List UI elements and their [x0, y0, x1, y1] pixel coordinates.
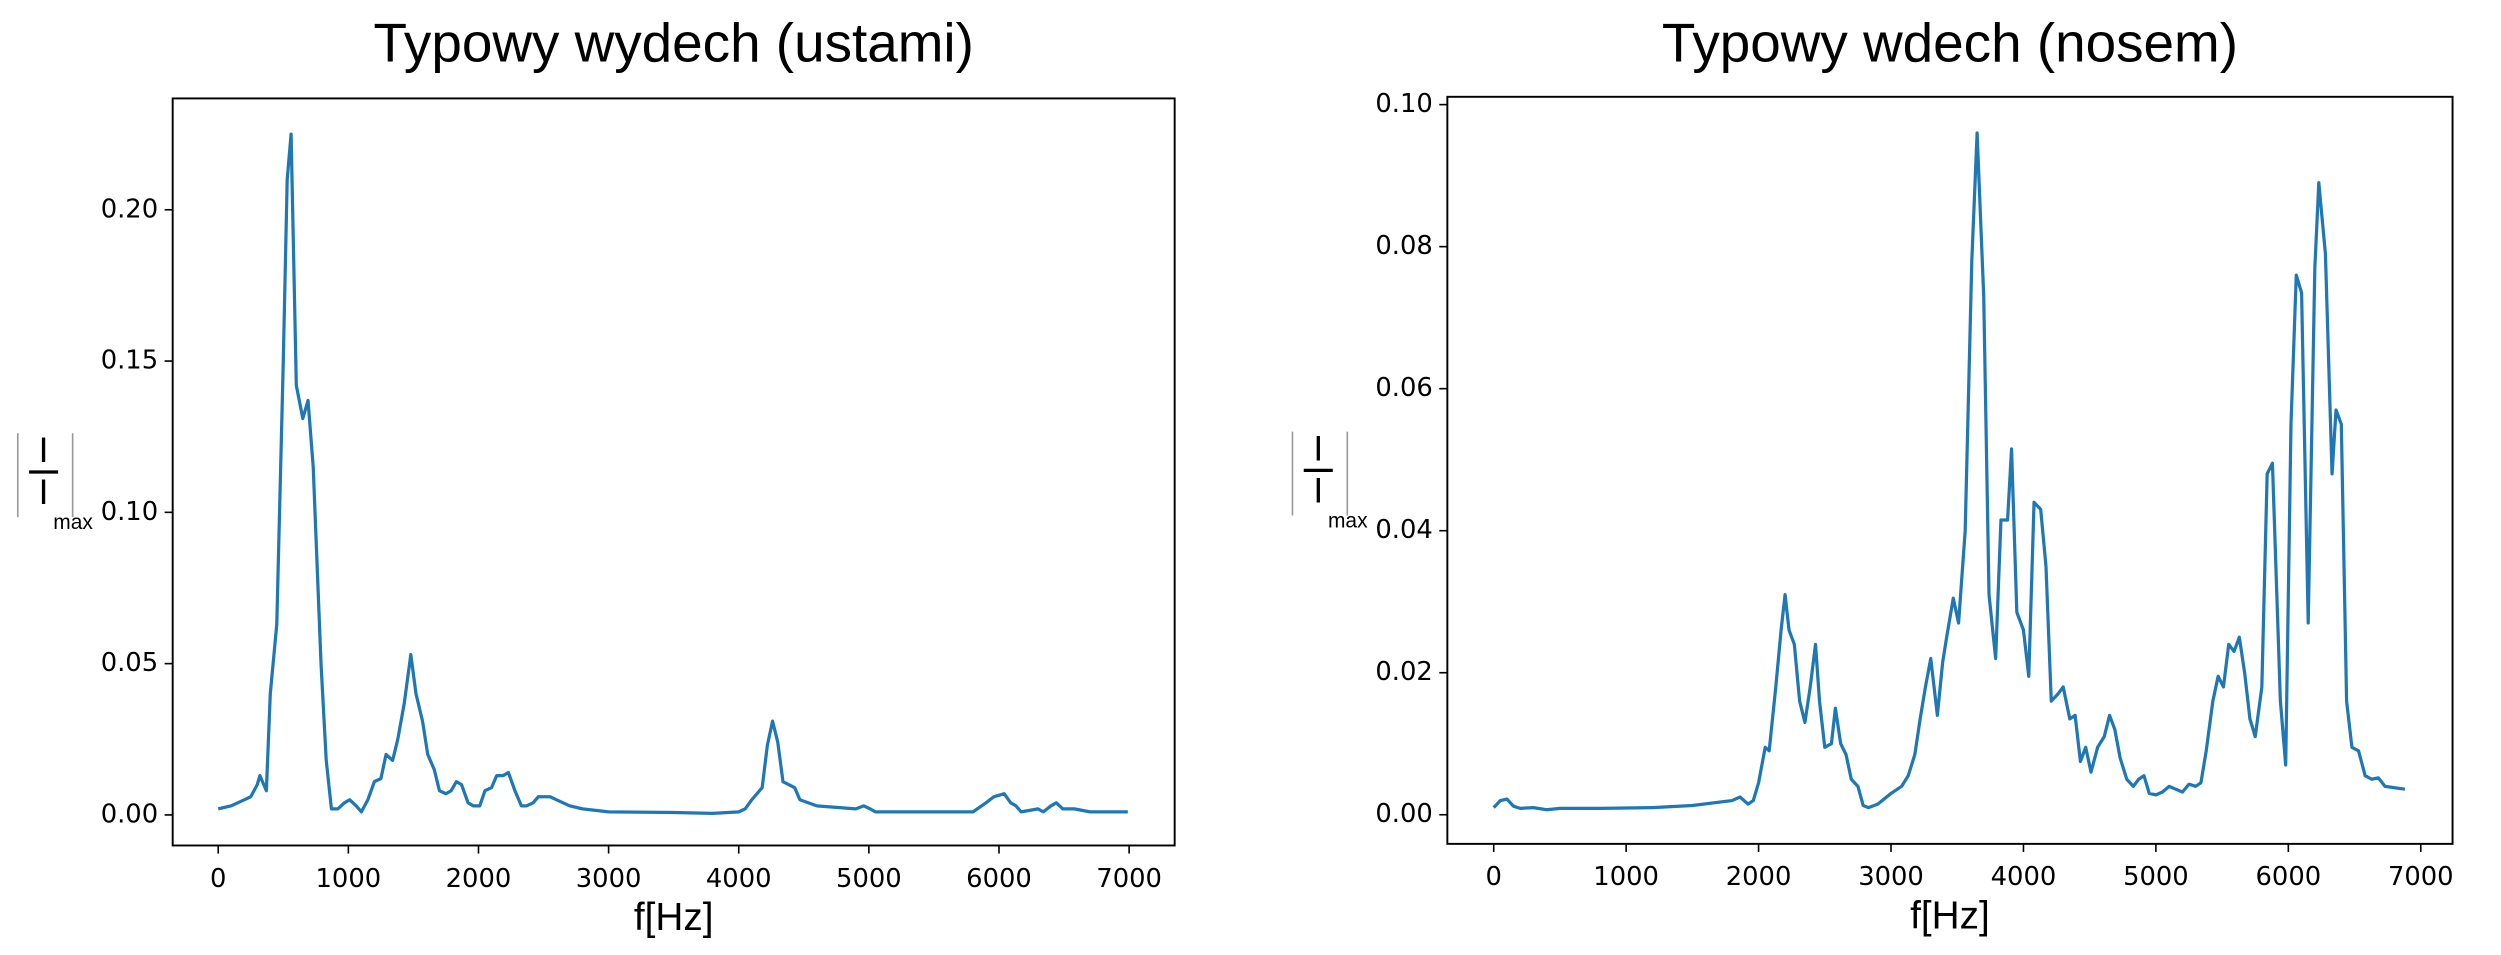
- y-label-denominator: I: [39, 472, 49, 512]
- x-tick-label: 2000: [446, 864, 512, 894]
- plot-frame: [1446, 95, 2454, 845]
- y-label-numerator: I: [39, 430, 49, 470]
- y-tick-label: 0.06: [1375, 373, 1432, 403]
- y-tick-label: 0.08: [1375, 231, 1432, 261]
- x-tick-label: 6000: [966, 864, 1032, 894]
- data-line: [1492, 131, 2406, 812]
- x-tick-label: 4000: [706, 864, 772, 894]
- x-tick-label: 3000: [576, 864, 642, 894]
- x-axis-label: f[Hz]: [1910, 894, 1990, 937]
- x-tick-label: 0: [210, 864, 226, 894]
- x-axis-label: f[Hz]: [634, 896, 714, 939]
- y-tick-label: 0.10: [1375, 89, 1432, 119]
- y-tick-label: 0.05: [101, 648, 158, 678]
- y-tick-label: 0.20: [101, 194, 158, 224]
- x-tick-label: 0: [1485, 862, 1501, 892]
- x-tick-label: 7000: [1096, 864, 1162, 894]
- x-tick-label: 4000: [1991, 862, 2057, 892]
- y-label-denominator: I: [1313, 470, 1323, 510]
- y-tick-label: 0.15: [101, 346, 158, 376]
- y-tick-label: 0.00: [1375, 799, 1432, 829]
- y-label-numerator: I: [1313, 428, 1323, 468]
- chart-title: Typowy wydech (ustami): [373, 11, 973, 73]
- chart-title: Typowy wdech (nosem): [1662, 11, 2238, 73]
- y-tick-label: 0.04: [1375, 515, 1432, 545]
- plot-frame: [171, 97, 1176, 847]
- y-label-subscript: max: [53, 511, 93, 534]
- y-tick-label: 0.10: [101, 497, 158, 527]
- x-tick-label: 1000: [316, 864, 382, 894]
- x-tick-label: 5000: [836, 864, 902, 894]
- y-tick-label: 0.02: [1375, 657, 1432, 687]
- y-tick-label: 0.00: [101, 799, 158, 829]
- data-line: [217, 132, 1128, 816]
- x-tick-label: 6000: [2256, 862, 2322, 892]
- y-label-subscript: max: [1328, 510, 1368, 533]
- x-tick-label: 2000: [1726, 862, 1792, 892]
- x-tick-label: 1000: [1593, 862, 1659, 892]
- x-tick-label: 7000: [2388, 862, 2454, 892]
- x-tick-label: 5000: [2123, 862, 2189, 892]
- x-tick-label: 3000: [1858, 862, 1924, 892]
